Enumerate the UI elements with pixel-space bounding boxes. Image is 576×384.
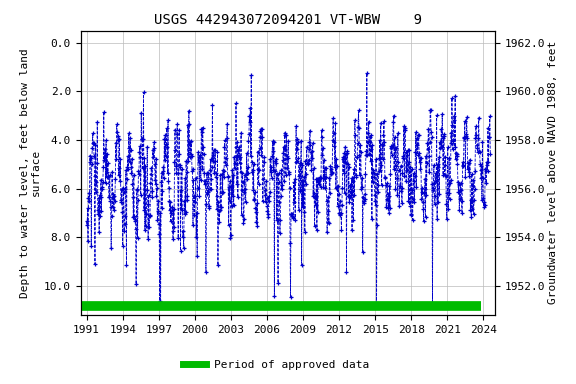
- Y-axis label: Groundwater level above NAVD 1988, feet: Groundwater level above NAVD 1988, feet: [548, 41, 558, 305]
- Title: USGS 442943072094201 VT-WBW    9: USGS 442943072094201 VT-WBW 9: [154, 13, 422, 27]
- Legend: Period of approved data: Period of approved data: [179, 356, 374, 375]
- Y-axis label: Depth to water level, feet below land
surface: Depth to water level, feet below land su…: [20, 48, 41, 298]
